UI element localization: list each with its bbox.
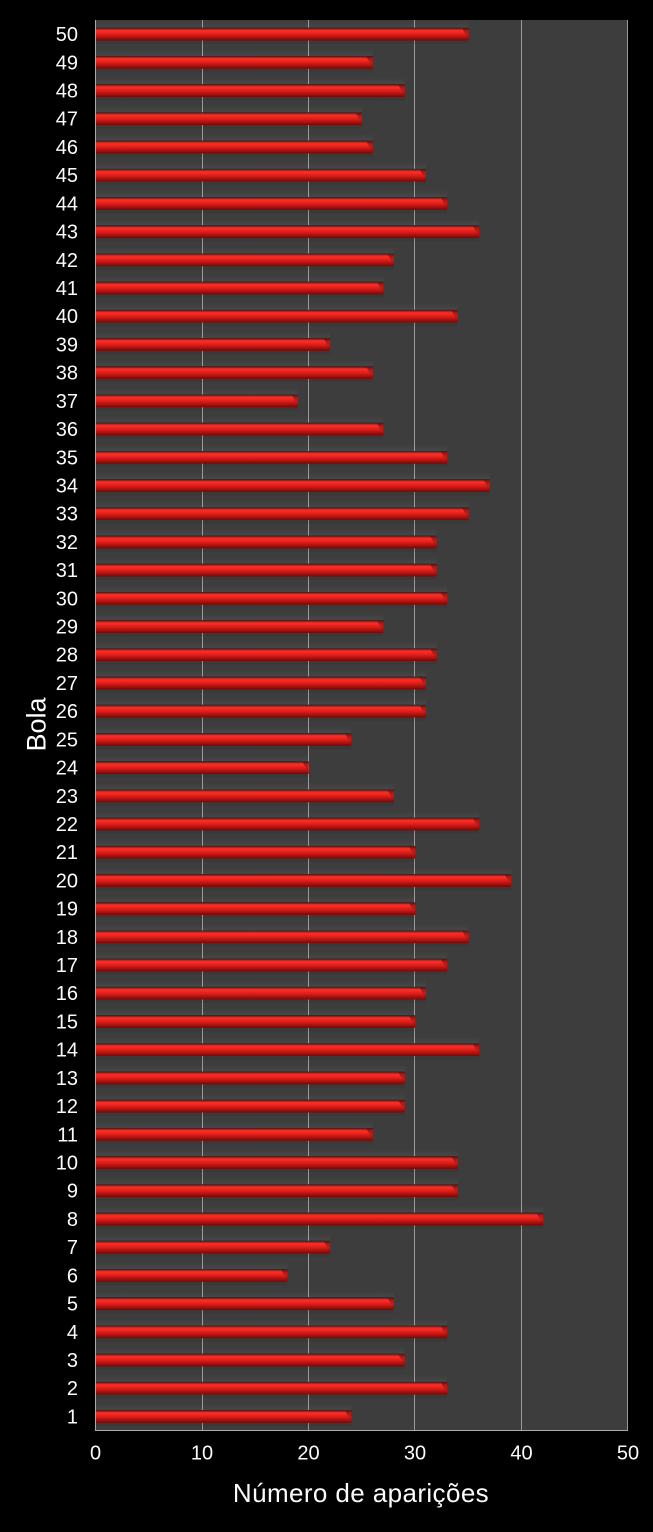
svg-text:17: 17 [56, 955, 78, 977]
svg-text:28: 28 [56, 645, 78, 667]
svg-text:38: 38 [56, 363, 78, 385]
svg-text:37: 37 [56, 391, 78, 413]
svg-text:2: 2 [67, 1378, 78, 1400]
svg-text:30: 30 [404, 1443, 426, 1465]
svg-text:15: 15 [56, 1012, 78, 1034]
svg-text:29: 29 [56, 617, 78, 639]
svg-text:35: 35 [56, 447, 78, 469]
svg-text:8: 8 [67, 1209, 78, 1231]
svg-text:36: 36 [56, 419, 78, 441]
svg-text:Número de aparições: Número de aparições [233, 1478, 489, 1508]
svg-text:25: 25 [56, 729, 78, 751]
svg-text:50: 50 [56, 24, 78, 46]
svg-text:47: 47 [56, 109, 78, 131]
svg-text:12: 12 [56, 1096, 78, 1118]
svg-text:30: 30 [56, 588, 78, 610]
svg-text:46: 46 [56, 137, 78, 159]
svg-text:22: 22 [56, 814, 78, 836]
svg-text:9: 9 [67, 1181, 78, 1203]
svg-text:20: 20 [56, 870, 78, 892]
svg-text:18: 18 [56, 927, 78, 949]
svg-text:50: 50 [617, 1443, 639, 1465]
svg-text:6: 6 [67, 1265, 78, 1287]
svg-text:41: 41 [56, 278, 78, 300]
svg-text:5: 5 [67, 1294, 78, 1316]
svg-text:21: 21 [56, 842, 78, 864]
svg-text:4: 4 [67, 1322, 78, 1344]
svg-text:3: 3 [67, 1350, 78, 1372]
svg-text:7: 7 [67, 1237, 78, 1259]
svg-text:48: 48 [56, 81, 78, 103]
svg-text:32: 32 [56, 532, 78, 554]
svg-text:27: 27 [56, 673, 78, 695]
svg-text:1: 1 [67, 1406, 78, 1428]
svg-text:49: 49 [56, 52, 78, 74]
svg-text:10: 10 [56, 1153, 78, 1175]
svg-text:40: 40 [56, 306, 78, 328]
svg-text:23: 23 [56, 786, 78, 808]
svg-text:31: 31 [56, 560, 78, 582]
svg-text:16: 16 [56, 983, 78, 1005]
svg-text:33: 33 [56, 504, 78, 526]
svg-text:34: 34 [56, 476, 78, 498]
svg-text:39: 39 [56, 334, 78, 356]
svg-text:Bola: Bola [22, 697, 52, 752]
svg-text:40: 40 [510, 1443, 532, 1465]
svg-text:44: 44 [56, 193, 78, 215]
svg-text:20: 20 [297, 1443, 319, 1465]
svg-text:19: 19 [56, 899, 78, 921]
svg-text:0: 0 [90, 1443, 101, 1465]
svg-text:14: 14 [56, 1040, 78, 1062]
svg-text:10: 10 [191, 1443, 213, 1465]
svg-text:45: 45 [56, 165, 78, 187]
svg-text:43: 43 [56, 222, 78, 244]
svg-text:26: 26 [56, 701, 78, 723]
svg-text:11: 11 [57, 1124, 78, 1146]
svg-text:13: 13 [56, 1068, 78, 1090]
svg-text:24: 24 [56, 758, 78, 780]
svg-text:42: 42 [56, 250, 78, 272]
